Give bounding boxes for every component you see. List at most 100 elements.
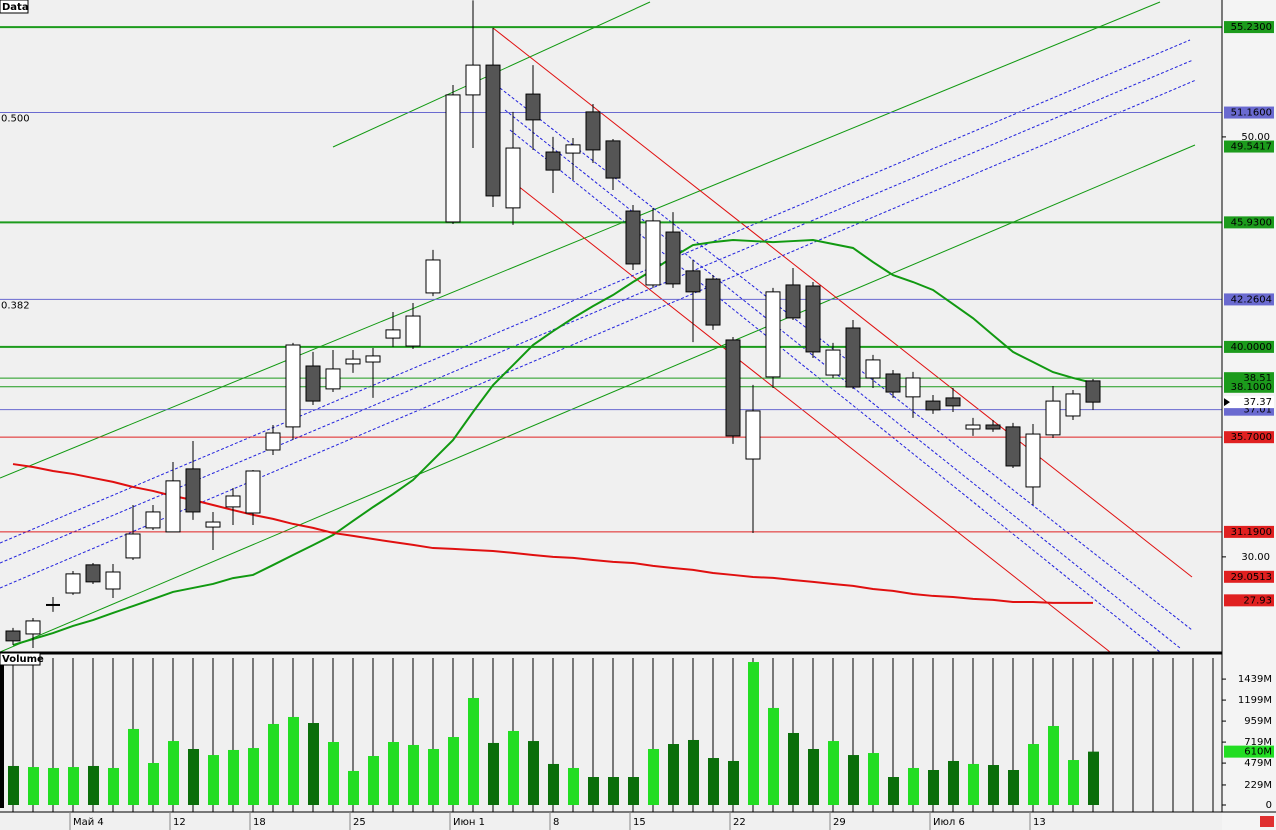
candle-body: [1005, 426, 1021, 467]
fib-label: 0.500: [1, 114, 30, 125]
volume-bar: [868, 753, 879, 805]
level-label-box: [1224, 216, 1274, 229]
volume-bar: [468, 697, 479, 805]
volume-pane: [8, 658, 1214, 812]
y-tick-label: 30.00: [1241, 552, 1270, 563]
level-label: 45.9300: [1231, 217, 1272, 228]
volume-bar: [748, 662, 759, 805]
candle-body: [505, 147, 521, 209]
level-label-box: [1224, 340, 1274, 353]
level-label-box: [1224, 525, 1274, 538]
level-label: 38.51: [1243, 373, 1272, 384]
volume-bar: [768, 707, 779, 805]
volume-bar: [268, 723, 279, 805]
volume-tick-label: 229M: [1244, 780, 1272, 791]
volume-bar: [88, 765, 99, 805]
candle-body: [445, 94, 461, 223]
volume-bar: [488, 742, 499, 805]
scroll-button[interactable]: [1260, 816, 1274, 827]
candle-body: [825, 349, 841, 376]
trend-line: [512, 181, 1111, 653]
candle-body: [365, 355, 381, 363]
trend-line: [509, 129, 1161, 653]
candle-body: [1045, 400, 1061, 436]
volume-bar: [548, 763, 559, 805]
candle-body: [385, 329, 401, 339]
x-tick-label: 22: [733, 817, 746, 828]
candle-body: [965, 424, 981, 430]
candle-body: [925, 400, 941, 411]
candle-body: [545, 151, 561, 171]
volume-bar: [1048, 725, 1059, 805]
volume-bar: [828, 741, 839, 805]
candle-body: [845, 327, 861, 388]
volume-bar: [1088, 751, 1099, 805]
volume-bar: [948, 760, 959, 805]
volume-bar: [608, 777, 619, 805]
candle-body: [245, 470, 261, 514]
candle-body: [805, 285, 821, 353]
x-tick-label: 25: [353, 817, 366, 828]
level-label: 42.2604: [1231, 294, 1272, 305]
level-label: 55.2300: [1231, 22, 1272, 33]
volume-bar: [988, 765, 999, 805]
trend-line: [0, 1, 1161, 479]
moving-average: [12, 239, 1094, 647]
x-tick-label: 29: [833, 817, 846, 828]
x-tick-label: Май 4: [73, 817, 104, 828]
x-tick-label: 13: [1033, 817, 1046, 828]
candle-body: [625, 210, 641, 265]
candle-body: [305, 365, 321, 402]
volume-bar: [368, 756, 379, 805]
volume-bar: [48, 767, 59, 805]
volume-bar: [1068, 760, 1079, 805]
last-price-arrow: [1224, 398, 1230, 407]
volume-last-label: 610M: [1244, 747, 1272, 758]
level-label-box: [1224, 21, 1274, 34]
candle-body: [705, 278, 721, 326]
volume-tick-label: 959M: [1244, 716, 1272, 727]
volume-bar: [508, 730, 519, 805]
candle-body: [585, 111, 601, 151]
trend-line: [504, 109, 1181, 649]
candle-body: [225, 495, 241, 508]
x-tick-label: 8: [553, 817, 559, 828]
candle-body: [165, 480, 181, 533]
candle-body: [65, 573, 81, 594]
y-tick-label: 50.00: [1241, 132, 1270, 143]
volume-bar: [808, 749, 819, 805]
volume-bar: [848, 755, 859, 805]
volume-bar: [968, 763, 979, 805]
level-label-box: [1224, 293, 1274, 306]
candle-body: [525, 93, 541, 121]
level-label: 37.01: [1243, 405, 1272, 416]
candle-body: [1085, 380, 1101, 403]
volume-bar: [348, 770, 359, 805]
last-price-label: 37.37: [1243, 397, 1272, 408]
volume-bar: [448, 737, 459, 805]
volume-bar: [568, 767, 579, 805]
candle-body: [125, 533, 141, 559]
volume-tick-label: 1199M: [1238, 695, 1272, 706]
volume-title-box: [0, 652, 41, 666]
volume-bar: [788, 732, 799, 805]
candle-body: [425, 259, 441, 294]
candle-body: [25, 620, 41, 635]
trend-line: [0, 39, 1191, 544]
title-box: [0, 0, 29, 14]
volume-bar: [528, 741, 539, 805]
x-tick-label: 15: [633, 817, 646, 828]
volume-bar: [628, 777, 639, 805]
candle-body: [865, 359, 881, 379]
volume-last-box: [1224, 745, 1274, 758]
candle-body: [985, 424, 1001, 430]
candle-body: [485, 64, 501, 197]
level-label-box: [1224, 380, 1274, 393]
candle-body: [685, 270, 701, 293]
candle-body: [105, 571, 121, 590]
volume-bar: [328, 742, 339, 805]
x-tick-label: Июл 6: [933, 817, 965, 828]
volume-bar: [1028, 744, 1039, 805]
volume-bar: [148, 763, 159, 805]
